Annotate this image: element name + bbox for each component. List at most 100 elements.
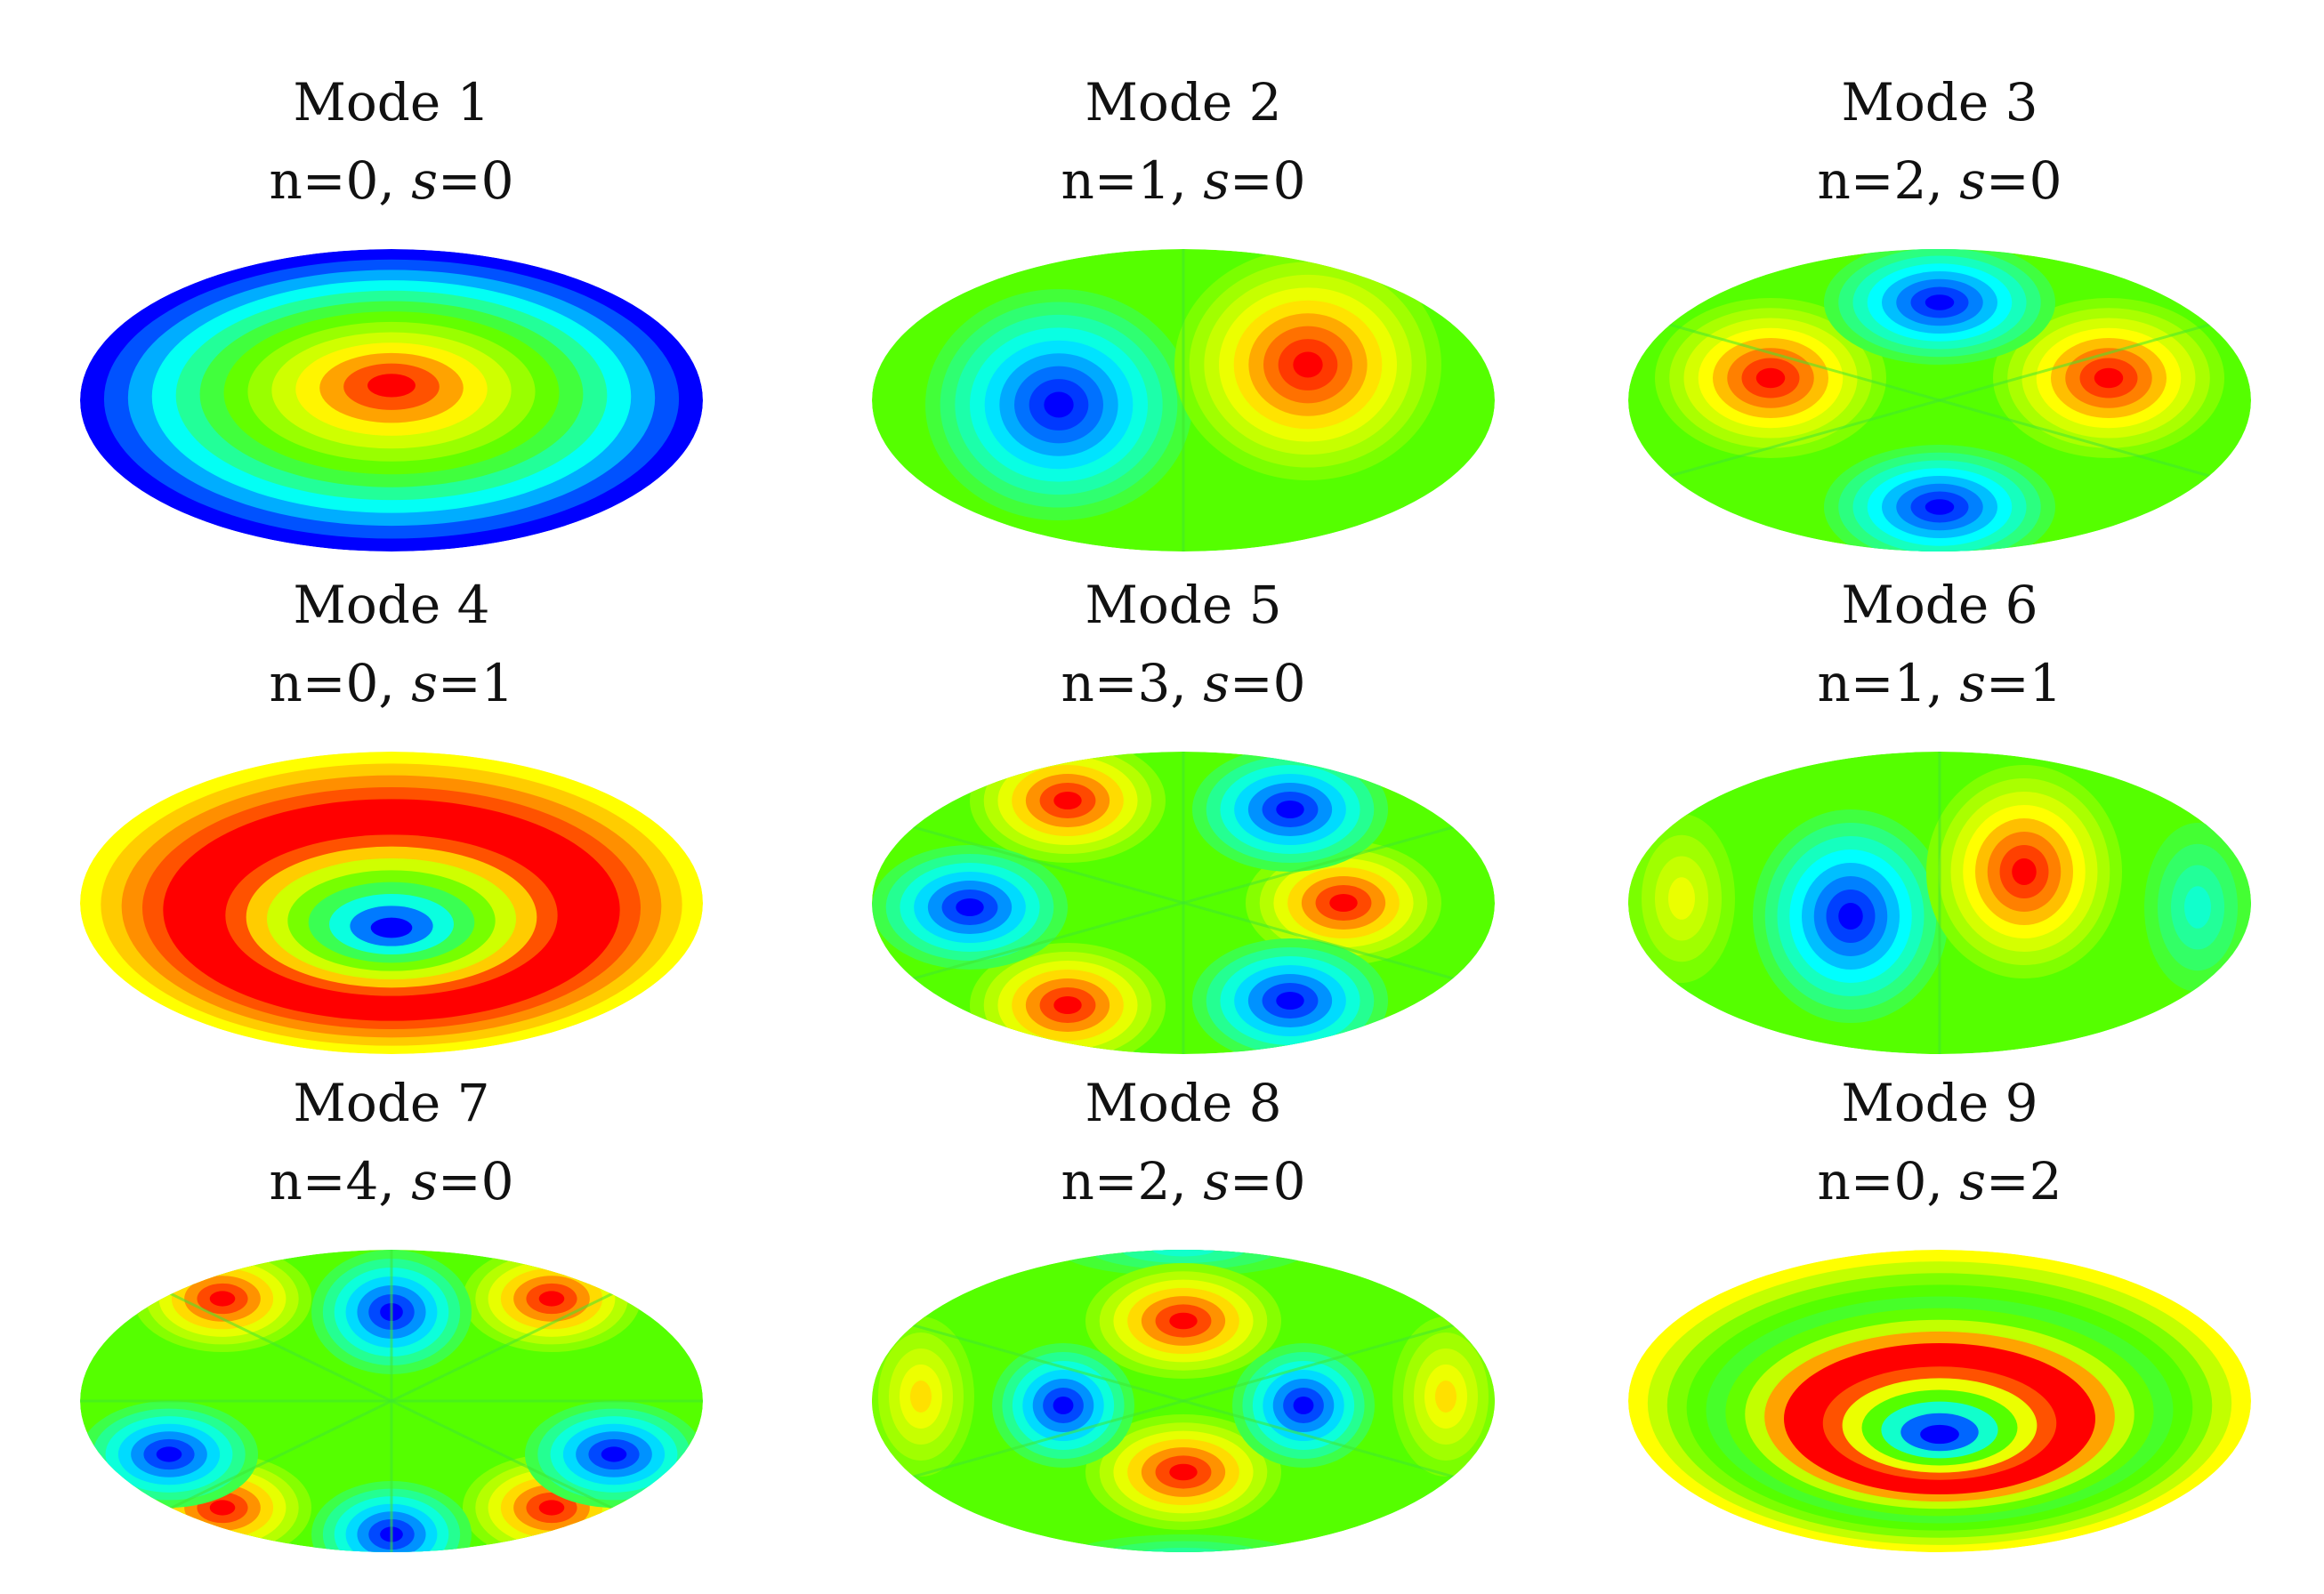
peak-lobe <box>1085 1414 1281 1530</box>
outer-peak-lobe <box>1628 814 1735 983</box>
mode-shape-plot <box>53 213 730 587</box>
trough-lobe <box>80 1401 258 1508</box>
mode-title: Mode 9 <box>1841 1073 2038 1133</box>
nodal-line <box>159 1399 392 1515</box>
mode-shape-svg <box>872 249 1495 551</box>
mode-shape-svg <box>80 249 703 551</box>
mode-n-value: 4 <box>345 1151 379 1212</box>
contour-field <box>80 1250 703 1552</box>
mode-n-value: 2 <box>1137 1151 1171 1212</box>
outer-peak-lobe <box>872 1316 974 1477</box>
mode-shape-svg <box>1628 1250 2251 1552</box>
mode-title: Mode 5 <box>1085 575 1282 635</box>
contour-field <box>1628 1250 2251 1552</box>
nodal-line <box>391 1287 624 1403</box>
mode-shape-svg <box>1628 752 2251 1054</box>
mode-n-value: 0 <box>1893 1151 1927 1212</box>
peak-lobe <box>133 1250 311 1352</box>
nodal-line <box>900 901 1184 984</box>
radial-bands <box>1628 1250 2251 1552</box>
mode-cell-9: Mode 9 n=0, s=2 <box>1602 1072 2278 1588</box>
mode-cell-5: Mode 5 n=3, s=0 <box>845 574 1521 1090</box>
mode-params: n=3, s=0 <box>1061 653 1306 713</box>
nodal-line <box>1939 319 2223 402</box>
outer-trough-lobe <box>2144 823 2251 992</box>
mode-s-value: 0 <box>1272 150 1306 211</box>
contour-field <box>80 249 703 551</box>
mode-shape-svg <box>1628 249 2251 551</box>
nodal-line <box>1182 1320 1467 1403</box>
outer-peak-lobe <box>1392 1316 1495 1477</box>
mode-shape-svg <box>872 1250 1495 1552</box>
contour-field <box>872 1250 1495 1552</box>
mode-s-value: 0 <box>2029 150 2062 211</box>
peak-lobe <box>1174 249 1441 480</box>
mode-n-value: 1 <box>1893 653 1927 713</box>
mode-shape-svg <box>80 1250 703 1552</box>
mode-shape-svg <box>80 752 703 1054</box>
nodal-line <box>1939 398 2223 481</box>
nodal-line <box>1656 398 1941 481</box>
peak-lobe <box>463 1250 641 1352</box>
mode-cell-3: Mode 3 n=2, s=0 <box>1602 71 2278 587</box>
mode-shape-svg <box>872 752 1495 1054</box>
nodal-line <box>159 1287 392 1403</box>
peak-lobe <box>1655 298 1886 458</box>
mode-params: n=2, s=0 <box>1061 1151 1306 1212</box>
mode-s-value: 0 <box>1272 653 1306 713</box>
outer-trough-lobe <box>1059 1250 1308 1276</box>
mode-cell-2: Mode 2 n=1, s=0 <box>845 71 1521 587</box>
mode-title: Mode 4 <box>293 575 490 635</box>
trough-lobe <box>1192 752 1388 872</box>
mode-cell-6: Mode 6 n=1, s=1 <box>1602 574 2278 1090</box>
mode-cell-7: Mode 7 n=4, s=0 <box>53 1072 730 1588</box>
mode-params: n=4, s=0 <box>269 1151 514 1212</box>
mode-n-value: 0 <box>345 653 379 713</box>
trough-lobe <box>925 289 1192 520</box>
mode-s-value: 0 <box>1272 1151 1306 1212</box>
mode-s-value: 1 <box>480 653 514 713</box>
radial-bands <box>80 752 703 1054</box>
trough-lobe <box>1824 445 2055 551</box>
mode-title: Mode 7 <box>293 1073 490 1133</box>
nodal-line <box>900 822 1184 905</box>
mode-shape-plot <box>845 716 1521 1090</box>
peak-lobe <box>1926 765 2122 978</box>
contour-field <box>1628 752 2251 1054</box>
mode-n-value: 2 <box>1893 150 1927 211</box>
mode-title: Mode 8 <box>1085 1073 1282 1133</box>
mode-params: n=0, s=2 <box>1817 1151 2062 1212</box>
outer-trough-lobe <box>1059 1534 1308 1552</box>
trough-lobe <box>872 845 1068 970</box>
mode-n-value: 3 <box>1137 653 1171 713</box>
mode-shape-plot <box>53 716 730 1090</box>
mode-title: Mode 6 <box>1841 575 2038 635</box>
radial-bands <box>80 249 703 551</box>
nodal-line <box>1182 1399 1467 1482</box>
trough-lobe <box>1753 809 1949 1023</box>
mode-s-value: 2 <box>2029 1151 2062 1212</box>
mode-title: Mode 3 <box>1841 72 2038 133</box>
trough-lobe <box>1824 249 2055 365</box>
nodal-line <box>1182 901 1467 984</box>
nodal-line <box>391 1399 624 1515</box>
mode-params: n=1, s=1 <box>1817 653 2062 713</box>
mode-n-value: 1 <box>1137 150 1171 211</box>
nodal-line <box>1182 822 1467 905</box>
mode-params: n=2, s=0 <box>1817 150 2062 211</box>
trough-lobe <box>1192 938 1388 1054</box>
mode-shape-plot <box>845 1214 1521 1588</box>
trough-lobe <box>525 1401 703 1508</box>
mode-n-value: 0 <box>345 150 379 211</box>
contour-field <box>80 752 703 1054</box>
mode-shape-plot <box>1602 716 2278 1090</box>
mode-params: n=0, s=0 <box>269 150 514 211</box>
mode-cell-1: Mode 1 n=0, s=0 <box>53 71 730 587</box>
mode-s-value: 0 <box>480 1151 514 1212</box>
mode-s-value: 1 <box>2029 653 2062 713</box>
mode-shape-plot <box>845 213 1521 587</box>
mode-shape-plot <box>1602 213 2278 587</box>
mode-s-value: 0 <box>480 150 514 211</box>
nodal-line <box>900 1399 1184 1482</box>
